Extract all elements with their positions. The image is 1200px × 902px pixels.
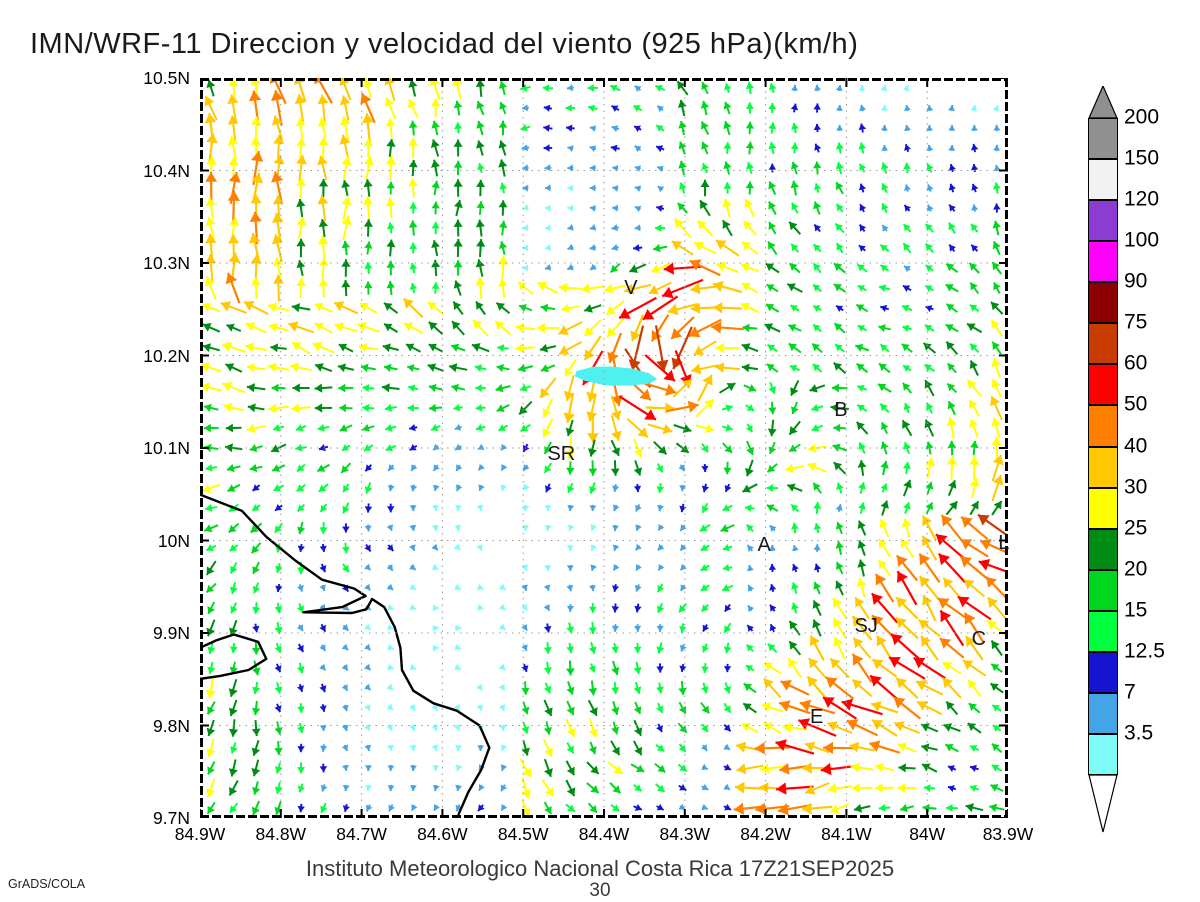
plot-frame — [200, 78, 1008, 818]
x-axis-tick-label: 84.5W — [478, 824, 568, 845]
colorbar-segment — [1088, 529, 1118, 570]
map-label-a: A — [758, 534, 771, 557]
colorbar-segment — [1088, 159, 1118, 200]
colorbar-tick-label: 75 — [1124, 311, 1147, 335]
colorbar-tick-label: 3.5 — [1124, 721, 1153, 745]
wind-vector-plot — [200, 78, 1008, 818]
colorbar-segment — [1088, 200, 1118, 241]
colorbar-tick-label: 12.5 — [1124, 639, 1165, 663]
colorbar-top-arrow — [1088, 86, 1118, 119]
x-axis-tick-label: 84.3W — [640, 824, 730, 845]
x-axis-tick-label: 83.9W — [963, 824, 1053, 845]
grads-credit: GrADS/COLA — [8, 877, 85, 891]
colorbar-tick-label: 40 — [1124, 434, 1147, 458]
y-axis-tick-label: 10.4N — [92, 161, 190, 182]
colorbar-tick-label: 200 — [1124, 106, 1159, 130]
colorbar-tick-label: 25 — [1124, 516, 1147, 540]
y-axis-tick-label: 9.9N — [92, 623, 190, 644]
colorbar-segment — [1088, 241, 1118, 282]
footer-institution: Instituto Meteorologico Nacional Costa R… — [0, 856, 1200, 882]
colorbar-segment — [1088, 611, 1118, 652]
y-axis-tick-label: 10N — [92, 531, 190, 552]
colorbar-segment — [1088, 488, 1118, 529]
colorbar-tick-label: 100 — [1124, 229, 1159, 253]
y-axis-tick-label: 10.3N — [92, 253, 190, 274]
map-label-e: E — [810, 706, 823, 729]
y-axis-tick-label: 10.1N — [92, 438, 190, 459]
map-label-sj: SJ — [854, 615, 877, 638]
y-axis-tick-label: 10.5N — [92, 68, 190, 89]
y-axis-tick-label: 10.2N — [92, 346, 190, 367]
map-label-v: V — [624, 277, 637, 300]
colorbar-tick-label: 150 — [1124, 147, 1159, 171]
colorbar-segment — [1088, 405, 1118, 446]
colorbar-segment — [1088, 118, 1118, 159]
colorbar-segment — [1088, 282, 1118, 323]
colorbar-tick-label: 50 — [1124, 393, 1147, 417]
x-axis-tick-label: 84W — [882, 824, 972, 845]
colorbar-tick-label: 90 — [1124, 270, 1147, 294]
x-axis-tick-label: 84.8W — [236, 824, 326, 845]
colorbar-bottom-arrow — [1088, 774, 1118, 833]
colorbar-segment — [1088, 447, 1118, 488]
colorbar-tick-label: 20 — [1124, 557, 1147, 581]
colorbar-segment — [1088, 693, 1118, 734]
map-label-b: B — [834, 399, 847, 422]
x-axis-tick-label: 84.1W — [801, 824, 891, 845]
map-label-l: L — [998, 532, 1009, 555]
colorbar-tick-label: 7 — [1124, 680, 1136, 704]
x-axis-tick-label: 84.4W — [559, 824, 649, 845]
colorbar-tick-label: 15 — [1124, 598, 1147, 622]
x-axis-tick-label: 84.2W — [721, 824, 811, 845]
map-label-sr: SR — [547, 443, 575, 466]
page-title: IMN/WRF-11 Direccion y velocidad del vie… — [30, 28, 858, 61]
x-axis-tick-label: 84.6W — [397, 824, 487, 845]
map-label-c: C — [972, 628, 986, 651]
colorbar-tick-label: 120 — [1124, 188, 1159, 212]
y-axis-tick-label: 9.7N — [92, 808, 190, 829]
colorbar-segment — [1088, 570, 1118, 611]
colorbar-tick-label: 60 — [1124, 352, 1147, 376]
colorbar-segment — [1088, 652, 1118, 693]
colorbar-segment — [1088, 323, 1118, 364]
colorbar-tick-label: 30 — [1124, 475, 1147, 499]
x-axis-tick-label: 84.7W — [317, 824, 407, 845]
reference-vector-label: 30 — [0, 880, 1200, 902]
colorbar-segment — [1088, 734, 1118, 775]
y-axis-tick-label: 9.8N — [92, 716, 190, 737]
colorbar-segment — [1088, 364, 1118, 405]
